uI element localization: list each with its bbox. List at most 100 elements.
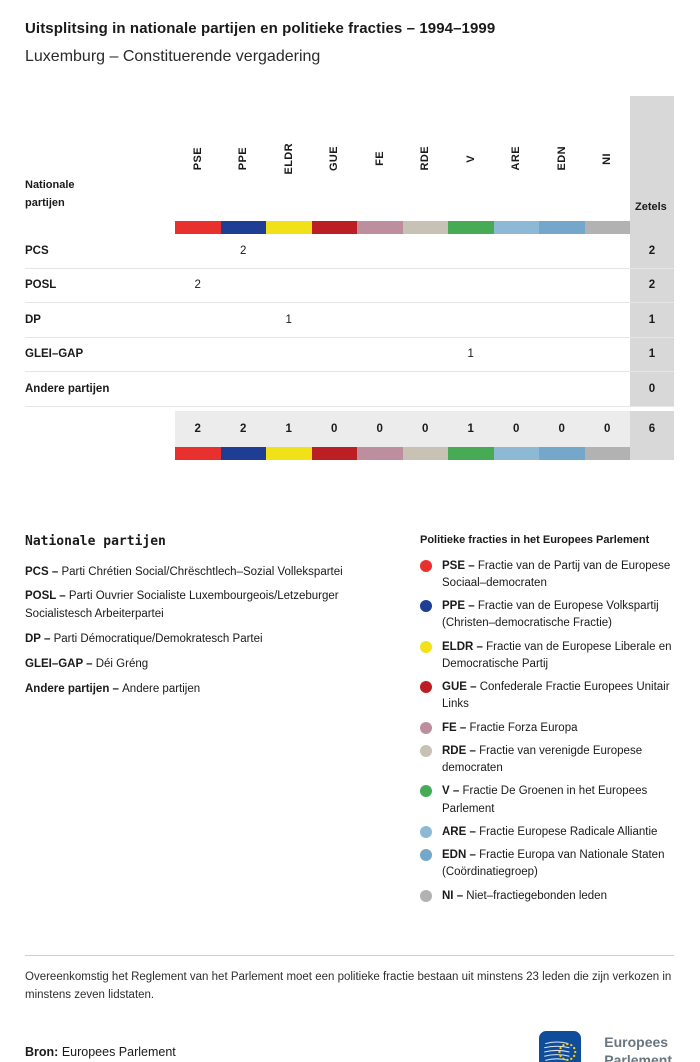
value-cell (220, 269, 266, 303)
totals-label-spacer (25, 410, 175, 447)
party-legend-item: GLEI–GAP – Déi Gréng (25, 656, 420, 674)
value-cell (175, 234, 221, 269)
value-cell (448, 234, 494, 269)
group-color-bar-rde (402, 221, 448, 234)
group-legend-text: PSE – Fractie van de Partij van de Europ… (442, 558, 674, 593)
group-legend-name: Fractie van de Europese Liberale en Demo… (442, 640, 672, 670)
seats-value-cell: 0 (630, 372, 674, 407)
total-value-cell: 1 (266, 410, 312, 447)
group-legend-abbr: NI – (442, 889, 467, 902)
column-header-label: GUE (328, 145, 341, 172)
column-header-label: PPE (237, 146, 250, 171)
total-value-cell: 0 (402, 410, 448, 447)
party-label: POSL (25, 269, 175, 303)
group-color-dot-fe (420, 721, 432, 734)
value-cell (584, 338, 630, 372)
group-color-dot-rde (420, 744, 432, 757)
source-value: Europees Parlement (61, 1044, 176, 1059)
value-cell (311, 372, 357, 407)
value-cell (402, 303, 448, 338)
total-value-cell: 2 (175, 410, 221, 447)
group-color-bar-ni (584, 221, 630, 234)
value-cell (448, 372, 494, 407)
total-color-bar-fe (357, 446, 403, 460)
value-cell (266, 269, 312, 303)
group-legend-item: PPE – Fractie van de Europese Volksparti… (420, 598, 674, 633)
group-legend-item: PSE – Fractie van de Partij van de Europ… (420, 558, 674, 593)
party-label: Andere partijen (25, 372, 175, 407)
value-cell (448, 269, 494, 303)
group-legend-text: ARE – Fractie Europese Radicale Allianti… (442, 824, 657, 841)
group-legend-item: FE – Fractie Forza Europa (420, 720, 674, 737)
footer: Bron: Europees Parlement (25, 1030, 674, 1062)
ep-logo-text-line2: Parlement (604, 1051, 672, 1062)
value-cell (357, 372, 403, 407)
group-color-bar-eldr (266, 221, 312, 234)
group-legend-name: Fractie Europese Radicale Alliantie (479, 825, 658, 838)
value-cell: 2 (175, 269, 221, 303)
value-cell (311, 338, 357, 372)
total-color-bar-pse (175, 446, 221, 460)
value-cell (175, 338, 221, 372)
group-legend-abbr: ARE – (442, 825, 480, 838)
group-legend-item: ARE – Fractie Europese Radicale Allianti… (420, 824, 674, 841)
column-header-eldr: ELDR (266, 96, 312, 221)
value-cell (357, 303, 403, 338)
value-cell (539, 269, 585, 303)
total-value-cell: 2 (220, 410, 266, 447)
group-legend-name: Fractie Europa van Nationale Staten (Coö… (442, 849, 665, 879)
seats-value-cell: 2 (630, 268, 674, 303)
column-header-gue: GUE (312, 96, 358, 221)
total-value-cell: 0 (357, 410, 403, 447)
group-legend-abbr: FE – (442, 721, 470, 734)
national-parties-legend: Nationale partijen PCS – Parti Chrétien … (25, 534, 420, 911)
political-groups-legend: Politieke fracties in het Europees Parle… (420, 534, 674, 911)
page-title: Uitsplitsing in nationale partijen en po… (25, 20, 496, 37)
ep-logo-text: Europees Parlement (604, 1034, 672, 1062)
column-header-v: V (448, 96, 494, 221)
column-header-label: FE (373, 151, 386, 166)
value-cell (402, 234, 448, 269)
group-legend-item: V – Fractie De Groenen in het Europees P… (420, 783, 674, 818)
column-header-fe: FE (357, 96, 403, 221)
group-legend-name: Confederale Fractie Europees Unitair Lin… (442, 681, 670, 711)
total-value-cell: 1 (448, 410, 494, 447)
column-header-label: RDE (419, 146, 432, 171)
ep-logo: Europees Parlement (539, 1030, 674, 1062)
value-cell (493, 234, 539, 269)
group-legend-text: ELDR – Fractie van de Europese Liberale … (442, 639, 674, 674)
party-legend-item: PCS – Parti Chrétien Social/Chrëschtlech… (25, 564, 420, 582)
group-legend-name: Fractie van verenigde Europese democrate… (442, 744, 643, 774)
group-color-dot-eldr (420, 640, 432, 653)
group-legend-abbr: ELDR – (442, 640, 487, 653)
value-cell (493, 269, 539, 303)
party-legend-abbr: PCS – (25, 565, 62, 578)
value-cell (311, 269, 357, 303)
total-color-bar-are (493, 446, 539, 460)
legend-section: Nationale partijen PCS – Parti Chrétien … (25, 534, 674, 911)
seats-header-label: Zetels (635, 201, 667, 213)
value-cell (175, 372, 221, 407)
value-cell (402, 269, 448, 303)
group-legend-text: GUE – Confederale Fractie Europees Unita… (442, 679, 674, 714)
value-cell (266, 372, 312, 407)
group-legend-name: Niet–fractiegebonden leden (466, 889, 607, 902)
total-color-bar-ppe (220, 446, 266, 460)
value-cell (402, 338, 448, 372)
value-cell (584, 303, 630, 338)
group-color-bar-pse (175, 221, 221, 234)
value-cell (175, 303, 221, 338)
column-header-label: ARE (510, 146, 523, 171)
group-legend-name: Fractie De Groenen in het Europees Parle… (442, 785, 648, 815)
party-legend-name: Andere partijen (122, 682, 201, 695)
party-legend-name: Parti Démocratique/Demokratesch Partei (53, 632, 263, 645)
total-value-cell: 0 (311, 410, 357, 447)
column-header-label: ELDR (282, 142, 295, 175)
party-legend-name: Parti Ouvrier Socialiste Luxembourgeois/… (25, 590, 339, 621)
group-color-dot-v (420, 785, 432, 798)
total-value-cell: 0 (493, 410, 539, 447)
party-legend-name: Parti Chrétien Social/Chrëschtlech–Sozia… (61, 565, 343, 578)
page-subtitle: Luxemburg – Constituerende vergadering (25, 48, 321, 65)
column-header-label: EDN (555, 146, 568, 171)
